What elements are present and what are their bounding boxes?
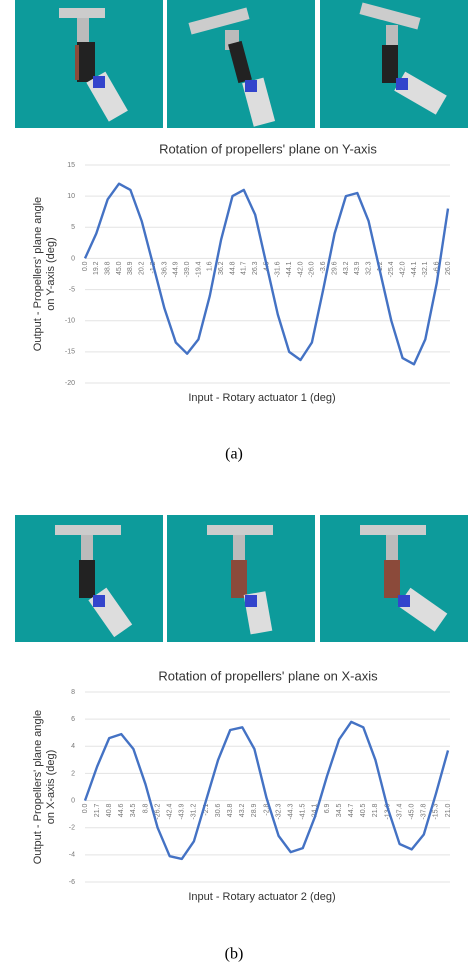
y-axis-label: on X-axis (deg): [45, 750, 57, 825]
x-tick-label: 19.2: [93, 261, 100, 275]
x-tick-label: -44.3: [288, 803, 295, 819]
x-tick-label: 44.6: [118, 803, 125, 817]
x-tick-label: 40.8: [106, 803, 113, 817]
data-line: [85, 722, 448, 859]
figure-caption: (b): [225, 946, 244, 963]
x-tick-label: 34.5: [336, 803, 343, 817]
y-tick-label: 0: [71, 255, 75, 262]
x-tick-label: -32.1: [422, 261, 429, 277]
x-tick-label: -31.6: [275, 261, 282, 277]
chart-title: Rotation of propellers' plane on X-axis: [158, 668, 378, 683]
y-tick-label: -2: [69, 825, 75, 832]
y-tick-label: 8: [71, 689, 75, 696]
y-tick-label: 6: [71, 716, 75, 723]
x-tick-label: 40.5: [360, 803, 367, 817]
x-tick-label: -45.0: [409, 803, 416, 819]
x-tick-label: 44.8: [229, 261, 236, 275]
y-tick-label: -6: [69, 879, 75, 886]
x-tick-label: -25.4: [388, 261, 395, 277]
x-tick-label: -44.1: [411, 261, 418, 277]
x-tick-label: 43.2: [343, 261, 350, 275]
x-tick-label: 30.6: [215, 803, 222, 817]
x-tick-label: 8.8: [142, 803, 149, 813]
y-tick-label: 2: [71, 770, 75, 777]
x-axis-label: Input - Rotary actuator 2 (deg): [188, 891, 335, 903]
x-axis-label: Input - Rotary actuator 1 (deg): [188, 392, 335, 404]
x-tick-label: 32.3: [365, 261, 372, 275]
x-tick-label: 43.8: [227, 803, 234, 817]
x-tick-label: 36.2: [218, 261, 225, 275]
x-tick-label: 29.6: [331, 261, 338, 275]
y-tick-label: -5: [69, 286, 75, 293]
x-tick-label: -19.4: [195, 261, 202, 277]
y-tick-label: -4: [69, 852, 75, 859]
renders-a: [15, 0, 468, 128]
x-tick-label: -31.2: [191, 803, 198, 819]
x-tick-label: 44.7: [348, 803, 355, 817]
figure-caption: (a): [225, 446, 243, 463]
x-tick-label: -39.0: [184, 261, 191, 277]
x-tick-label: 45.0: [116, 261, 123, 275]
x-tick-label: -43.9: [179, 803, 186, 819]
x-tick-label: 26.0: [445, 261, 452, 275]
x-tick-label: -44.9: [173, 261, 180, 277]
x-tick-label: 43.9: [354, 261, 361, 275]
x-tick-label: 43.2: [239, 803, 246, 817]
x-tick-label: -32.3: [275, 803, 282, 819]
x-tick-label: 0.0: [82, 803, 89, 813]
x-tick-label: 0.0: [82, 261, 89, 271]
x-tick-label: 20.2: [139, 261, 146, 275]
y-tick-label: -10: [65, 318, 75, 325]
x-tick-label: -42.0: [399, 261, 406, 277]
y-axis-label: on Y-axis (deg): [45, 237, 57, 310]
x-tick-label: 34.5: [130, 803, 137, 817]
x-tick-label: -37.4: [396, 803, 403, 819]
y-tick-label: 10: [67, 193, 75, 200]
y-tick-label: 0: [71, 797, 75, 804]
y-axis-label: Output - Propellers' plane angle: [32, 197, 44, 351]
y-tick-label: -20: [65, 380, 75, 387]
x-tick-label: 38.8: [105, 261, 112, 275]
x-tick-label: -42.4: [167, 803, 174, 819]
y-axis-label: Output - Propellers' plane angle: [32, 710, 44, 864]
x-tick-label: -42.0: [297, 261, 304, 277]
x-tick-label: -37.8: [421, 803, 428, 819]
x-tick-label: 6.9: [324, 803, 331, 813]
x-tick-label: 38.9: [127, 261, 134, 275]
x-tick-label: 26.3: [252, 261, 259, 275]
figure: Rotation of propellers' plane on Y-axis -…: [0, 0, 468, 967]
x-tick-label: -26.0: [309, 261, 316, 277]
y-tick-label: -15: [65, 349, 75, 356]
x-tick-label: 1.6: [207, 261, 214, 271]
y-tick-label: 15: [67, 162, 75, 169]
x-tick-label: -15.3: [433, 803, 440, 819]
x-tick-label: 21.8: [372, 803, 379, 817]
x-tick-label: -41.5: [300, 803, 307, 819]
x-tick-label: -36.3: [161, 261, 168, 277]
chart-title: Rotation of propellers' plane on Y-axis: [159, 141, 377, 156]
x-tick-label: 41.7: [241, 261, 248, 275]
x-tick-label: 28.9: [251, 803, 258, 817]
x-tick-label: -44.1: [286, 261, 293, 277]
y-tick-label: 5: [71, 224, 75, 231]
y-tick-label: 4: [71, 743, 75, 750]
renders-b: [15, 515, 468, 642]
x-tick-label: 21.7: [94, 803, 101, 817]
x-tick-label: 21.0: [445, 803, 452, 817]
